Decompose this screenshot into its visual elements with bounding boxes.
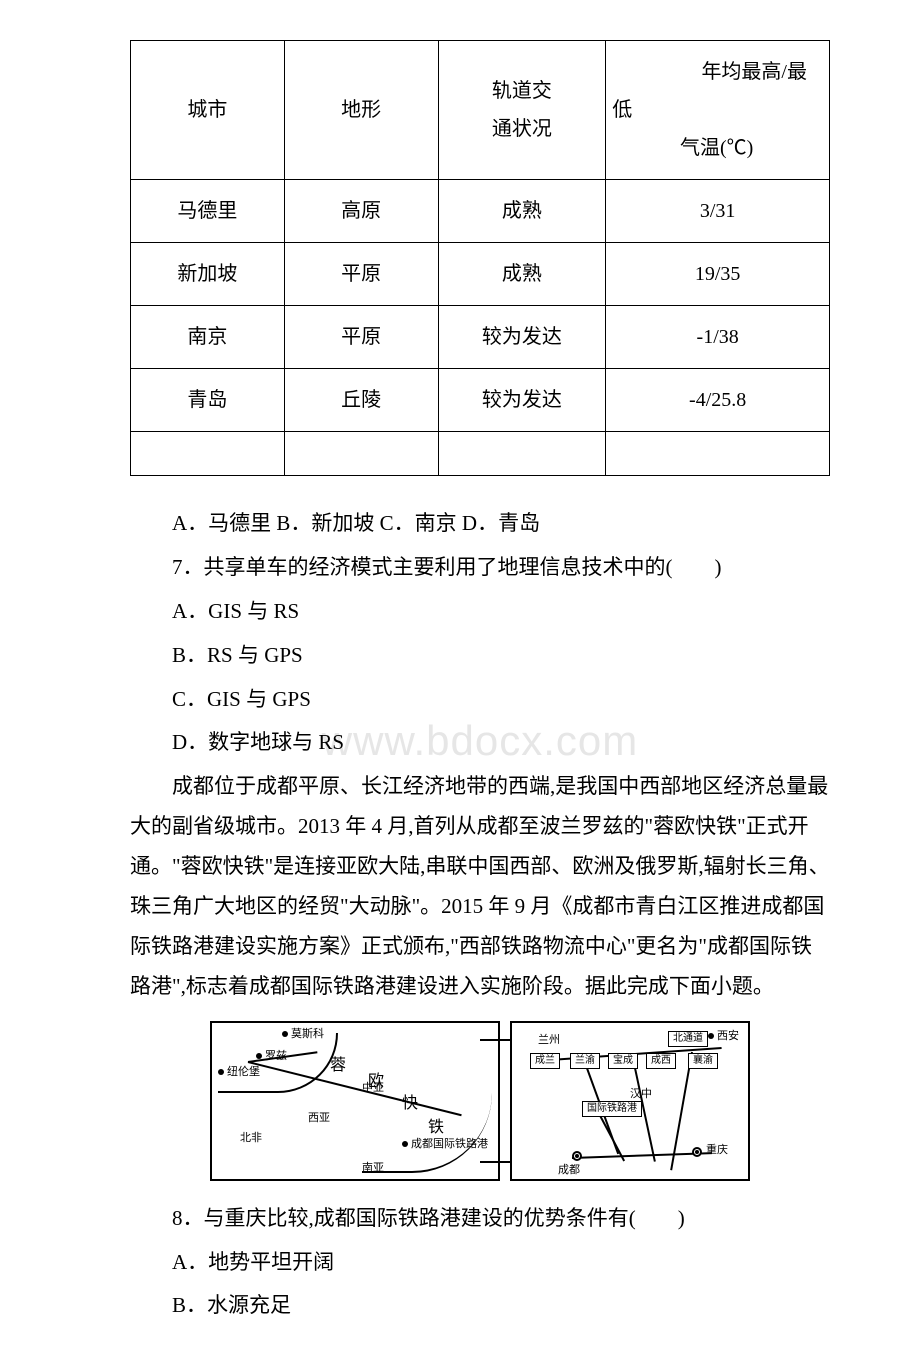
header-temp: 年均最高/最 低 气温(℃) [606,41,830,180]
route-char-4: 铁 [428,1113,450,1143]
cell-terrain: 平原 [284,243,438,306]
cell-transit: 成熟 [438,243,606,306]
line-bottom [572,1152,712,1159]
label-nuremberg: 纽伦堡 [218,1067,260,1078]
label-lanzhou: 兰州 [538,1035,560,1046]
cell-city: 新加坡 [131,243,285,306]
empty-cell [438,432,606,476]
line-label-beitong: 北通道 [668,1031,708,1047]
cell-city: 马德里 [131,180,285,243]
cell-transit: 较为发达 [438,306,606,369]
line-label-chengxi: 成西 [646,1053,676,1069]
q6-options: A．马德里 B．新加坡 C．南京 D．青岛 [130,504,830,544]
header-temp-line3: 气温(℃) [612,129,821,167]
cell-temp: 19/35 [606,243,830,306]
header-transit-line1: 轨道交 [447,72,598,110]
cell-city: 青岛 [131,369,285,432]
label-chongqing: 重庆 [706,1145,728,1156]
label-south-asia: 南亚 [362,1163,384,1174]
q7-option-b: B．RS 与 GPS [130,636,830,676]
header-city: 城市 [131,41,285,180]
table-row: 马德里 高原 成熟 3/31 [131,180,830,243]
cell-transit: 较为发达 [438,369,606,432]
city-dot-chengdu [572,1151,582,1161]
header-temp-line1: 年均最高/最 [612,53,821,91]
map-connector [500,1021,510,1181]
line-label-xiangyu: 襄渝 [688,1053,718,1069]
label-chengdu: 成都 [558,1165,580,1176]
header-temp-line2: 低 [612,91,821,129]
q8-stem: 8．与重庆比较,成都国际铁路港建设的优势条件有( ) [130,1199,830,1239]
empty-cell [606,432,830,476]
table-empty-row [131,432,830,476]
route-char-2: 欧 [368,1067,390,1097]
line-label-lanyu: 兰渝 [570,1053,600,1069]
q8-option-b: B．水源充足 [130,1286,830,1326]
q7-option-a: A．GIS 与 RS [130,592,830,632]
label-west-asia: 西亚 [308,1113,330,1124]
cell-city: 南京 [131,306,285,369]
cell-terrain: 丘陵 [284,369,438,432]
q7-stem: 7．共享单车的经济模式主要利用了地理信息技术中的( ) [130,548,830,588]
label-lodz: 罗兹 [256,1051,287,1062]
header-transit-line2: 通状况 [447,110,598,148]
hub-box: 国际铁路港 [582,1101,642,1117]
cell-temp: -4/25.8 [606,369,830,432]
city-dot-chongqing [692,1147,702,1157]
q7-option-c: C．GIS 与 GPS [130,680,830,720]
map-figure: 莫斯科 罗兹 纽伦堡 北非 西亚 中亚 南亚 成都国际铁路港 蓉 欧 快 铁 成… [210,1021,750,1181]
q7-option-d: D．数字地球与 RS [130,723,830,763]
empty-cell [284,432,438,476]
cell-temp: -1/38 [606,306,830,369]
cell-terrain: 平原 [284,306,438,369]
table-row: 南京 平原 较为发达 -1/38 [131,306,830,369]
map-left-panel: 莫斯科 罗兹 纽伦堡 北非 西亚 中亚 南亚 成都国际铁路港 蓉 欧 快 铁 [210,1021,500,1181]
coastline-europe [218,1033,338,1093]
cell-transit: 成熟 [438,180,606,243]
cell-terrain: 高原 [284,180,438,243]
label-xian: 西安 [708,1031,739,1042]
route-char-3: 快 [402,1089,424,1119]
line-label-chenglan: 成兰 [530,1053,560,1069]
header-transit: 轨道交 通状况 [438,41,606,180]
line-label-baocheng: 宝成 [608,1053,638,1069]
label-moscow: 莫斯科 [282,1029,324,1040]
empty-cell [131,432,285,476]
q8-option-a: A．地势平坦开阔 [130,1243,830,1283]
table-header-row: 城市 地形 轨道交 通状况 年均最高/最 低 气温(℃) [131,41,830,180]
city-table: 城市 地形 轨道交 通状况 年均最高/最 低 气温(℃) 马德里 高原 成熟 3… [130,40,830,476]
cell-temp: 3/31 [606,180,830,243]
passage-text: 成都位于成都平原、长江经济地带的西端,是我国中西部地区经济总量最大的副省级城市。… [130,767,830,1006]
table-row: 新加坡 平原 成熟 19/35 [131,243,830,306]
map-right-panel: 成兰 兰渝 宝成 成西 襄渝 北通道 西安 兰州 汉中 国际铁路港 成都 重庆 [510,1021,750,1181]
label-north-africa: 北非 [240,1133,262,1144]
table-row: 青岛 丘陵 较为发达 -4/25.8 [131,369,830,432]
label-hanzhong: 汉中 [630,1089,652,1100]
header-terrain: 地形 [284,41,438,180]
route-char-1: 蓉 [330,1051,352,1081]
